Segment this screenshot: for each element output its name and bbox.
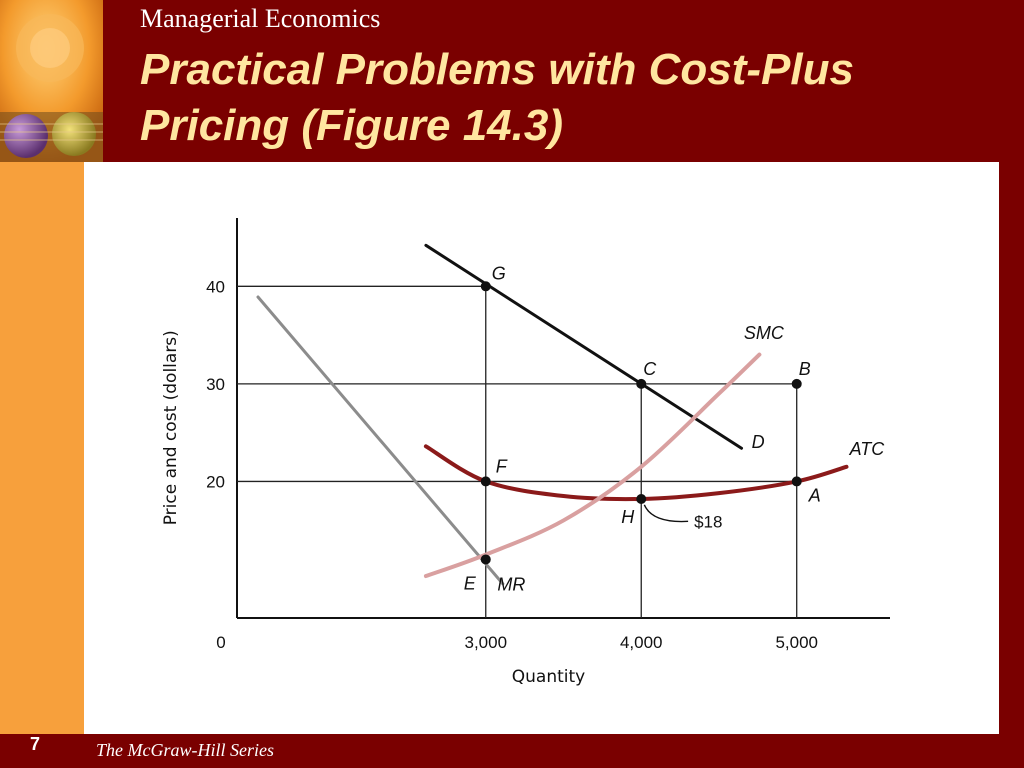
series-name: The McGraw-Hill Series bbox=[96, 740, 274, 760]
curve-label-atc: ATC bbox=[849, 439, 886, 459]
point-label-g: G bbox=[492, 263, 506, 283]
page-number: 7 bbox=[30, 734, 41, 754]
course-title: Managerial Economics bbox=[140, 4, 381, 33]
x-tick-label: 4,000 bbox=[620, 633, 663, 652]
curve-label-smc: SMC bbox=[744, 323, 785, 343]
x-axis-title: Quantity bbox=[512, 667, 585, 687]
point-c bbox=[636, 378, 647, 389]
point-e bbox=[480, 554, 491, 565]
curve-label-d: D bbox=[752, 432, 765, 452]
x-tick-label: 5,000 bbox=[775, 633, 818, 652]
annotation-leader bbox=[643, 504, 689, 523]
point-label-e: E bbox=[464, 573, 477, 593]
y-tick-label: 30 bbox=[206, 375, 225, 394]
point-label-a: A bbox=[808, 485, 821, 505]
curve-mr bbox=[256, 295, 505, 586]
origin-label: 0 bbox=[216, 633, 225, 652]
curve-label-mr: MR bbox=[497, 575, 525, 595]
curve-smc bbox=[423, 352, 762, 579]
point-g bbox=[480, 281, 491, 292]
chart-panel: 20 30 40 3,000 4,000 5,000 0 Quantity Price and … bbox=[84, 162, 999, 734]
point-a bbox=[791, 476, 802, 487]
annotation-label: $18 bbox=[694, 512, 722, 531]
point-h bbox=[636, 493, 647, 504]
point-b bbox=[791, 378, 802, 389]
series-logo-image bbox=[0, 0, 103, 162]
point-label-c: C bbox=[643, 359, 657, 379]
y-axis-title: Price and cost (dollars) bbox=[161, 330, 181, 525]
point-label-f: F bbox=[496, 456, 508, 476]
side-strip bbox=[0, 162, 84, 734]
figure-14-3-chart: 20 30 40 3,000 4,000 5,000 0 Quantity Price and … bbox=[161, 218, 890, 687]
point-label-h: H bbox=[621, 507, 635, 527]
y-tick-label: 20 bbox=[206, 472, 225, 491]
y-tick-label: 40 bbox=[206, 277, 225, 296]
point-f bbox=[480, 476, 491, 487]
x-tick-label: 3,000 bbox=[464, 633, 507, 652]
point-label-b: B bbox=[799, 359, 811, 379]
slide-title: Practical Problems with Cost-Plus Pricin… bbox=[140, 45, 854, 150]
curve-d bbox=[424, 243, 744, 450]
